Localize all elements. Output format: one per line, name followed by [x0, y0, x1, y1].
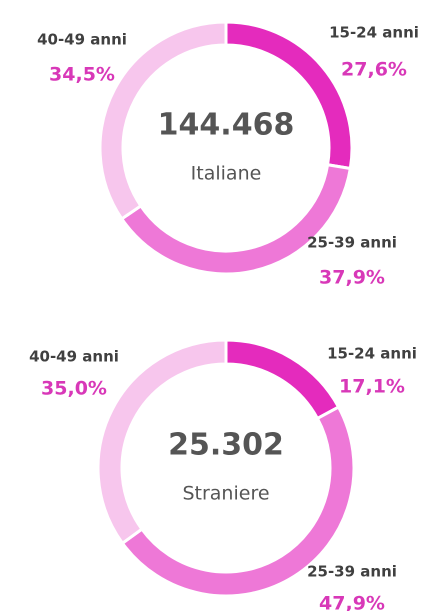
value-label: 34,5%	[49, 64, 115, 86]
donut-segment	[224, 20, 354, 171]
donut-segment	[98, 20, 228, 221]
center-subtitle: Straniere	[182, 483, 269, 505]
center-subtitle: Italiane	[191, 163, 262, 185]
category-label: 40-49 anni	[37, 31, 127, 49]
value-label: 27,6%	[341, 59, 407, 81]
center-title: 25.302	[168, 428, 284, 463]
donut-segment	[96, 338, 228, 546]
category-label: 25-39 anni	[307, 563, 397, 581]
value-label: 17,1%	[339, 376, 405, 398]
category-label: 15-24 anni	[329, 24, 419, 42]
category-label: 15-24 anni	[327, 345, 417, 363]
center-title: 144.468	[158, 108, 295, 143]
donut-segment	[224, 338, 341, 421]
category-label: 25-39 anni	[307, 234, 397, 252]
value-label: 35,0%	[41, 378, 107, 400]
value-label: 37,9%	[319, 267, 385, 289]
value-label: 47,9%	[319, 593, 385, 612]
category-label: 40-49 anni	[29, 348, 119, 366]
